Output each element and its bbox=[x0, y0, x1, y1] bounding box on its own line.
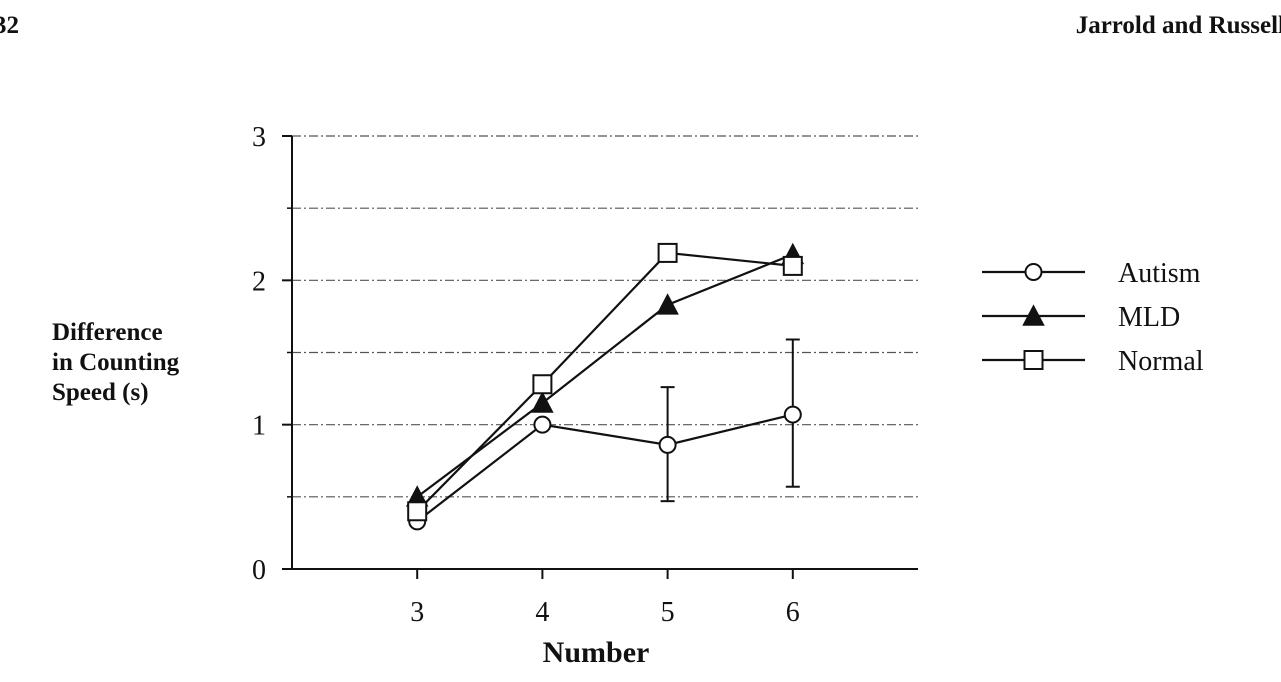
series bbox=[405, 242, 805, 531]
data-point-autism bbox=[533, 415, 552, 434]
series-normal bbox=[407, 242, 803, 522]
y-axis-label-line-2: in Counting bbox=[52, 349, 180, 376]
y-axis-label-line-3: Speed (s) bbox=[52, 379, 149, 406]
data-point-normal bbox=[782, 255, 803, 276]
y-axis-label: Difference in Counting Speed (s) bbox=[52, 318, 179, 408]
grid-lines bbox=[292, 135, 918, 498]
legend-label-autism: Autism bbox=[1118, 258, 1201, 289]
data-point-autism bbox=[658, 435, 677, 454]
data-point-normal bbox=[657, 242, 678, 263]
legend-item-normal: Normal bbox=[982, 346, 1204, 377]
y-axis-label-line-1: Difference bbox=[52, 319, 163, 346]
y-tick-label: 1 bbox=[252, 411, 266, 442]
x-tick-label: 4 bbox=[535, 597, 549, 628]
x-tick-label: 5 bbox=[661, 597, 675, 628]
legend-marker-normal bbox=[1023, 350, 1044, 370]
y-tick-label: 0 bbox=[252, 555, 266, 586]
y-tick-label: 2 bbox=[252, 266, 266, 297]
legend-item-autism: Autism bbox=[982, 258, 1201, 289]
page-number: 32 bbox=[0, 12, 19, 39]
data-point-mld bbox=[656, 293, 679, 315]
x-axis-label: Number bbox=[543, 636, 650, 669]
y-tick-label: 3 bbox=[252, 122, 266, 153]
axes: 0 1 2 3 3 4 5 6 bbox=[252, 122, 918, 628]
x-tick-label: 6 bbox=[786, 597, 800, 628]
legend-marker-mld bbox=[1022, 304, 1045, 326]
series-line-normal bbox=[416, 251, 793, 513]
legend-label-normal: Normal bbox=[1118, 346, 1204, 377]
data-point-normal bbox=[532, 374, 553, 395]
legend-label-mld: MLD bbox=[1118, 302, 1180, 333]
series-autism bbox=[408, 338, 802, 531]
legend-marker-autism bbox=[1024, 263, 1043, 281]
data-point-autism bbox=[783, 405, 802, 424]
legend-item-mld: MLD bbox=[982, 302, 1180, 333]
data-point-normal bbox=[407, 501, 428, 522]
x-tick-label: 3 bbox=[410, 597, 424, 628]
series-line-autism bbox=[416, 413, 794, 523]
data-point-mld bbox=[531, 391, 554, 413]
running-head: Jarrold and Russell bbox=[1075, 12, 1281, 39]
series-mld bbox=[405, 242, 805, 507]
series-line-mld bbox=[416, 253, 794, 498]
legend: Autism MLD Normal bbox=[982, 258, 1204, 377]
